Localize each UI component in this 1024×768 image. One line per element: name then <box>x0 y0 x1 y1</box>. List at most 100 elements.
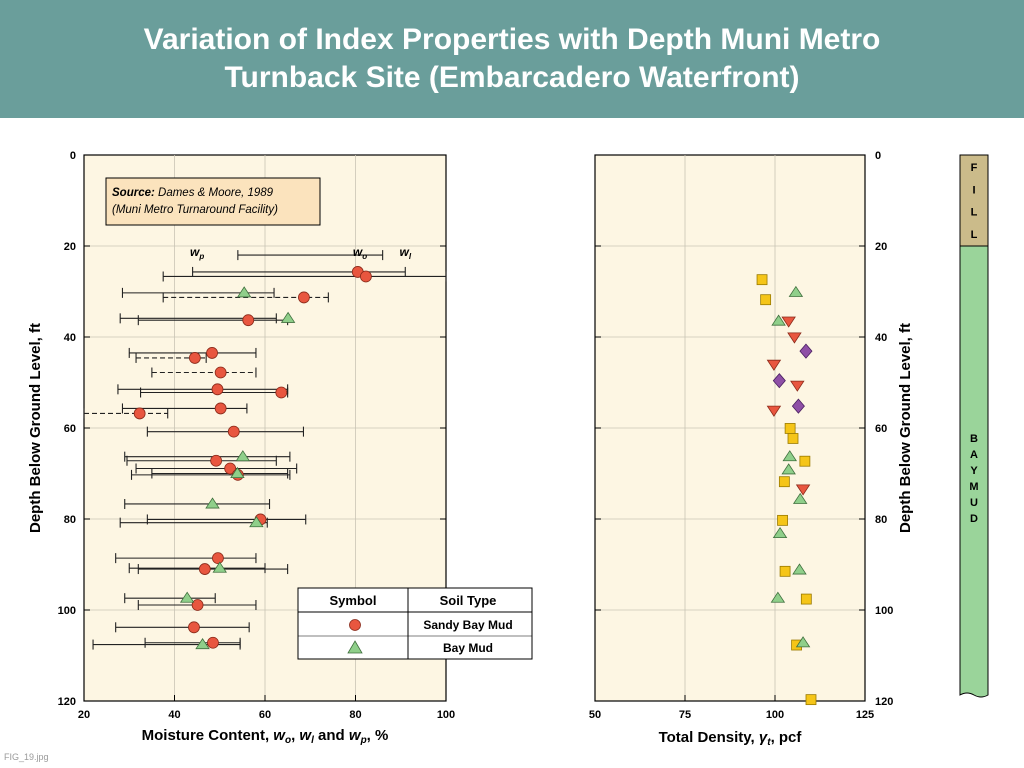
sandy-bay-mud-point <box>212 552 224 565</box>
sandy-bay-mud-point <box>227 425 240 438</box>
soil-layer-letter: A <box>970 449 978 461</box>
legend-header-symbol: Symbol <box>330 593 377 608</box>
w-labels: wp wo wl <box>190 245 412 261</box>
moisture-x-axis-label: Moisture Content, wo, wl and wp, % <box>142 727 389 746</box>
legend-triangle-marker <box>347 640 363 654</box>
soil-layer-letter: M <box>969 481 978 493</box>
density-triangle-point <box>772 526 788 539</box>
sandy-bay-mud-point <box>211 383 224 396</box>
soil-layer-letter: F <box>971 162 978 174</box>
bay-mud-point <box>212 561 227 573</box>
density-inverted-triangle-point <box>781 316 796 328</box>
y-tick-label: 80 <box>875 514 887 526</box>
density-triangle-point <box>792 563 807 575</box>
density-inverted-triangle-point <box>766 359 782 371</box>
bay-mud-point <box>205 497 220 509</box>
y-tick-label: 100 <box>875 605 893 617</box>
sandy-bay-mud-point <box>298 291 310 304</box>
y-tick-label: 60 <box>64 423 76 435</box>
x-tick-label: 100 <box>437 709 455 721</box>
bay-mud-point <box>280 311 296 323</box>
soil-layer-letter: D <box>970 513 978 525</box>
x-tick-label: 100 <box>766 709 784 721</box>
page-title-line-2: Turnback Site (Embarcadero Waterfront) <box>224 61 800 94</box>
bay-mud-point <box>235 450 251 462</box>
sandy-bay-mud-point <box>242 314 255 327</box>
legend: Symbol Soil Type Sandy Bay Mud Bay Mud <box>297 587 533 660</box>
density-markers <box>756 274 817 706</box>
page-title-line-1: Variation of Index Properties with Depth… <box>143 23 881 56</box>
density-square-point <box>805 694 817 706</box>
x-tick-label: 50 <box>589 709 601 721</box>
y-tick-label: 120 <box>58 696 76 708</box>
bay-mud-point <box>179 591 195 603</box>
sandy-bay-mud-point <box>198 563 211 575</box>
title-bar: Variation of Index Properties with Depth… <box>0 0 1024 118</box>
density-chart: 50 75 100 125 0 20 40 60 80 100 120 Total Density,… <box>589 150 914 748</box>
density-triangle-point <box>781 463 796 475</box>
soil-layer-letter: U <box>970 497 978 509</box>
bay-mud-point <box>236 286 252 298</box>
density-square-point <box>778 476 790 488</box>
y-tick-label: 100 <box>58 605 76 617</box>
x-tick-label: 75 <box>679 709 691 721</box>
x-tick-label: 20 <box>78 709 90 721</box>
density-square-point <box>787 433 799 444</box>
source-line-1: Source: Dames & Moore, 1989 <box>112 187 274 199</box>
density-triangle-point <box>795 636 811 648</box>
density-inverted-triangle-point <box>787 332 802 344</box>
figure-file-name: FIG_19.jpg <box>4 752 49 762</box>
density-x-axis-label: Total Density, γt, pcf <box>659 729 803 748</box>
bay-mud-point <box>249 516 264 528</box>
x-tick-label: 40 <box>168 709 180 721</box>
density-gridlines <box>595 155 865 701</box>
soil-layer-letter: L <box>971 229 978 241</box>
legend-entry-bay-mud: Bay Mud <box>443 641 493 655</box>
bay-mud-point <box>195 637 210 650</box>
w-annotation: wo <box>353 245 367 261</box>
density-triangle-point <box>771 314 786 326</box>
y-tick-label: 0 <box>70 150 76 162</box>
sandy-bay-mud-point <box>360 270 372 283</box>
y-tick-label: 80 <box>64 514 76 526</box>
x-tick-label: 125 <box>856 709 874 721</box>
soil-layer-letter: B <box>970 433 978 445</box>
legend-entry-sandy-bay-mud: Sandy Bay Mud <box>423 618 512 632</box>
x-tick-label: 60 <box>259 709 271 721</box>
y-tick-label: 20 <box>64 241 76 253</box>
soil-layer-letter: I <box>972 184 975 196</box>
sandy-bay-mud-point <box>188 352 201 364</box>
soil-layer-letter: Y <box>970 465 978 477</box>
sandy-bay-mud-point <box>214 366 227 379</box>
y-tick-label: 40 <box>875 332 887 344</box>
density-inverted-triangle-point <box>790 380 805 392</box>
legend-header-soil: Soil Type <box>440 593 497 608</box>
sandy-bay-mud-point <box>275 386 288 399</box>
sandy-bay-mud-point <box>206 347 218 359</box>
density-triangle-point <box>788 285 804 297</box>
x-tick-label: 80 <box>349 709 361 721</box>
sandy-bay-mud-point <box>133 407 146 420</box>
density-y-axis-label: Depth Below Ground Level, ft <box>897 323 914 533</box>
sandy-bay-mud-point <box>210 454 223 467</box>
sandy-bay-mud-point <box>224 462 237 475</box>
y-tick-label: 0 <box>875 150 881 162</box>
sandy-bay-mud-point <box>188 621 200 634</box>
density-square-point <box>779 565 791 577</box>
sandy-bay-mud-point <box>207 636 219 649</box>
sandy-bay-mud-point <box>191 599 204 611</box>
y-tick-label: 20 <box>875 241 887 253</box>
density-triangle-point <box>792 492 808 504</box>
density-square-point <box>784 423 796 434</box>
density-inverted-triangle-point <box>795 484 811 496</box>
density-triangle-point <box>782 450 797 462</box>
density-square-point <box>760 294 772 306</box>
legend-circle-marker <box>349 619 361 631</box>
density-triangle-point <box>770 591 786 603</box>
w-annotation: wl <box>399 245 411 261</box>
density-inverted-triangle-point <box>766 405 782 417</box>
bay-mud-point <box>230 466 245 478</box>
source-box <box>105 177 321 226</box>
